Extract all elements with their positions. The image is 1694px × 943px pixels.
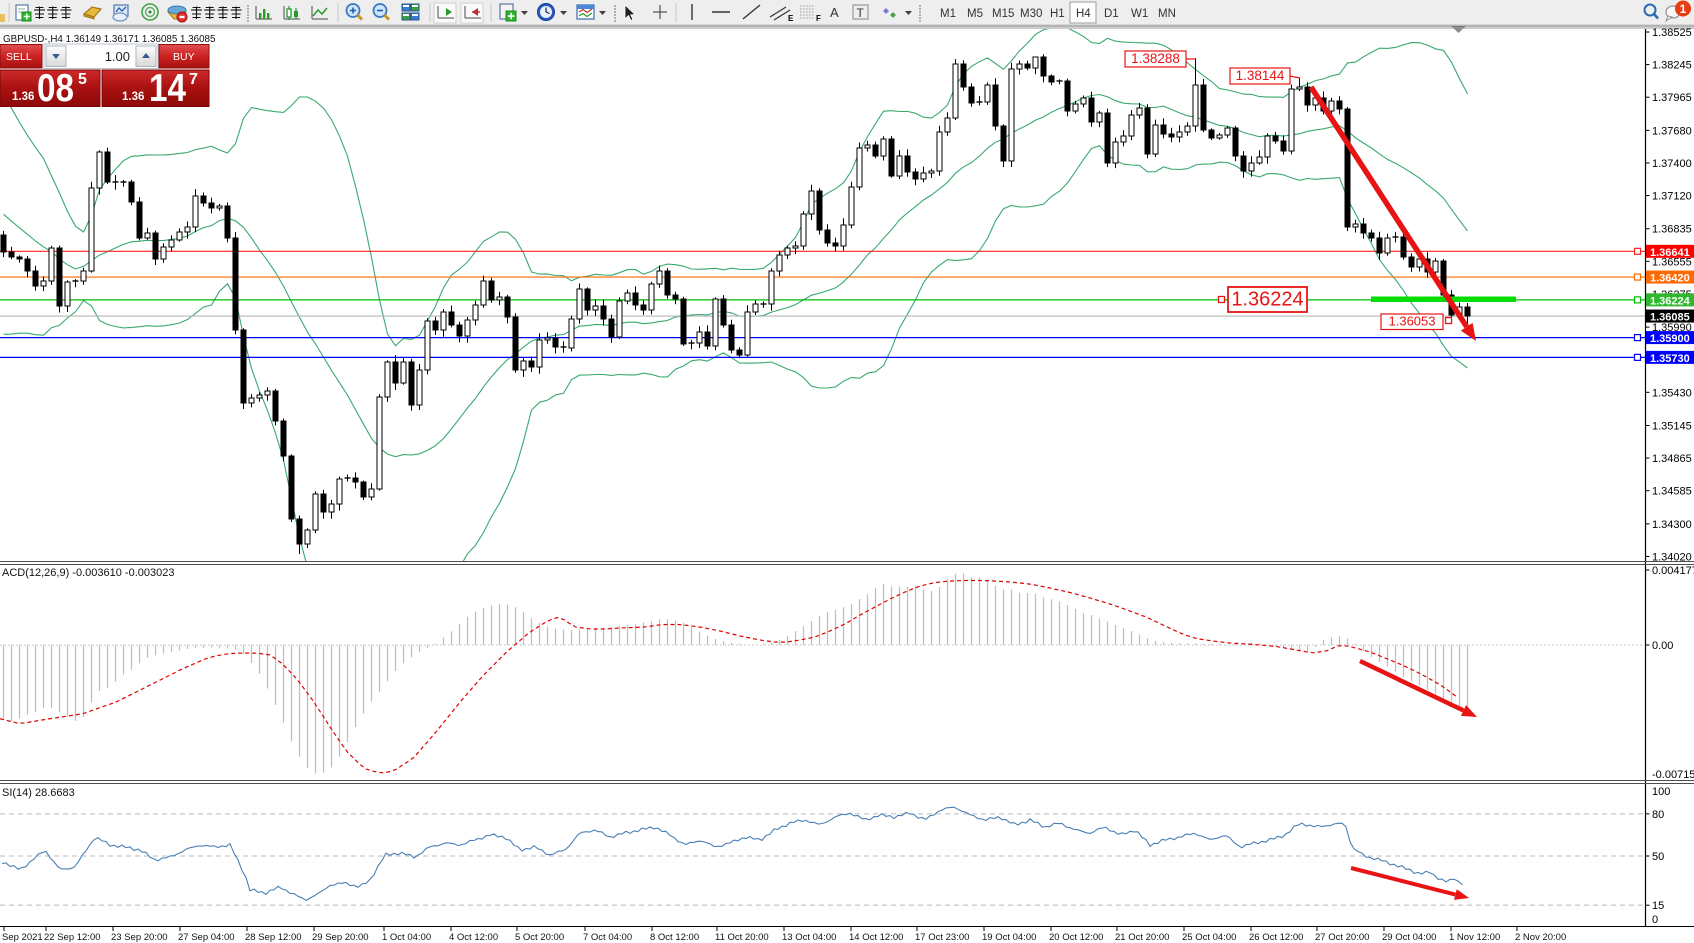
svg-text:SELL: SELL bbox=[6, 51, 32, 63]
svg-text:0.004177: 0.004177 bbox=[1652, 565, 1694, 577]
svg-text:5 Oct 20:00: 5 Oct 20:00 bbox=[515, 932, 564, 943]
svg-text:1.36224: 1.36224 bbox=[1231, 289, 1303, 311]
svg-text:14: 14 bbox=[149, 67, 186, 110]
svg-text:F: F bbox=[816, 14, 821, 23]
svg-text:20 Oct 12:00: 20 Oct 12:00 bbox=[1049, 932, 1103, 943]
svg-text:1.37400: 1.37400 bbox=[1652, 158, 1692, 170]
svg-text:21 Oct 20:00: 21 Oct 20:00 bbox=[1115, 932, 1169, 943]
svg-text:W1: W1 bbox=[1131, 8, 1148, 20]
svg-text:13 Oct 04:00: 13 Oct 04:00 bbox=[782, 932, 836, 943]
svg-text:2 Nov 20:00: 2 Nov 20:00 bbox=[1515, 932, 1566, 943]
svg-text:M15: M15 bbox=[992, 8, 1014, 20]
svg-text:1.35145: 1.35145 bbox=[1652, 420, 1692, 432]
svg-text:E: E bbox=[788, 14, 794, 23]
svg-text:0.00: 0.00 bbox=[1652, 640, 1673, 652]
svg-text:1.38525: 1.38525 bbox=[1652, 27, 1692, 39]
svg-text:5: 5 bbox=[78, 71, 87, 88]
svg-text:SI(14) 28.6683: SI(14) 28.6683 bbox=[2, 787, 75, 799]
svg-text:1.34585: 1.34585 bbox=[1652, 486, 1692, 498]
svg-text:1.35900: 1.35900 bbox=[1650, 333, 1690, 345]
svg-text:A: A bbox=[830, 5, 839, 20]
svg-text:1.37965: 1.37965 bbox=[1652, 92, 1692, 104]
svg-text:1.35730: 1.35730 bbox=[1650, 353, 1690, 365]
svg-text:08: 08 bbox=[37, 67, 74, 110]
svg-text:MN: MN bbox=[1158, 8, 1176, 20]
svg-text:80: 80 bbox=[1652, 809, 1664, 821]
svg-text:1.37680: 1.37680 bbox=[1652, 125, 1692, 137]
svg-text:ACD(12,26,9) -0.003610 -0.0030: ACD(12,26,9) -0.003610 -0.003023 bbox=[2, 567, 174, 579]
svg-text:7: 7 bbox=[189, 71, 198, 88]
svg-text:-0.007153: -0.007153 bbox=[1652, 769, 1694, 781]
svg-text:1.36: 1.36 bbox=[12, 91, 34, 103]
svg-text:M1: M1 bbox=[940, 8, 956, 20]
svg-text:1.34865: 1.34865 bbox=[1652, 453, 1692, 465]
svg-text:BUY: BUY bbox=[173, 51, 195, 63]
svg-text:7 Oct 04:00: 7 Oct 04:00 bbox=[583, 932, 632, 943]
svg-text:4 Oct 12:00: 4 Oct 12:00 bbox=[449, 932, 498, 943]
svg-text:1.36053: 1.36053 bbox=[1389, 313, 1436, 328]
svg-text:1.36085: 1.36085 bbox=[1650, 312, 1690, 324]
svg-text:1.36641: 1.36641 bbox=[1650, 247, 1690, 259]
svg-text:50: 50 bbox=[1652, 851, 1664, 863]
svg-text:27 Sep 04:00: 27 Sep 04:00 bbox=[178, 932, 235, 943]
svg-text:1.34020: 1.34020 bbox=[1652, 551, 1692, 563]
svg-text:26 Oct 12:00: 26 Oct 12:00 bbox=[1249, 932, 1303, 943]
svg-text:1.36835: 1.36835 bbox=[1652, 224, 1692, 236]
svg-text:1.36555: 1.36555 bbox=[1652, 256, 1692, 268]
svg-text:28 Sep 12:00: 28 Sep 12:00 bbox=[245, 932, 302, 943]
svg-text:H4: H4 bbox=[1076, 8, 1091, 20]
svg-text:11 Oct 20:00: 11 Oct 20:00 bbox=[715, 932, 769, 943]
svg-text:8 Oct 12:00: 8 Oct 12:00 bbox=[650, 932, 699, 943]
svg-text:1 Oct 04:00: 1 Oct 04:00 bbox=[382, 932, 431, 943]
svg-text:1.35430: 1.35430 bbox=[1652, 387, 1692, 399]
svg-text:29 Oct 04:00: 29 Oct 04:00 bbox=[1382, 932, 1436, 943]
svg-text:29 Sep 20:00: 29 Sep 20:00 bbox=[312, 932, 369, 943]
svg-text:Sep 2021: Sep 2021 bbox=[2, 932, 43, 943]
svg-text:100: 100 bbox=[1652, 786, 1670, 798]
svg-text:D1: D1 bbox=[1104, 8, 1119, 20]
svg-text:22 Sep 12:00: 22 Sep 12:00 bbox=[44, 932, 101, 943]
svg-text:17 Oct 23:00: 17 Oct 23:00 bbox=[915, 932, 969, 943]
svg-text:1.36420: 1.36420 bbox=[1650, 273, 1690, 285]
svg-text:23 Sep 20:00: 23 Sep 20:00 bbox=[111, 932, 168, 943]
svg-text:1: 1 bbox=[1680, 2, 1687, 16]
svg-text:19 Oct 04:00: 19 Oct 04:00 bbox=[982, 932, 1036, 943]
svg-text:1.38288: 1.38288 bbox=[1131, 51, 1180, 66]
svg-text:1.36: 1.36 bbox=[122, 91, 144, 103]
svg-text:1 Nov 12:00: 1 Nov 12:00 bbox=[1449, 932, 1500, 943]
svg-text:25 Oct 04:00: 25 Oct 04:00 bbox=[1182, 932, 1236, 943]
svg-text:1.36224: 1.36224 bbox=[1650, 295, 1691, 307]
svg-text:14 Oct 12:00: 14 Oct 12:00 bbox=[849, 932, 903, 943]
svg-text:27 Oct 20:00: 27 Oct 20:00 bbox=[1315, 932, 1369, 943]
svg-text:0: 0 bbox=[1652, 914, 1658, 926]
svg-text:T: T bbox=[857, 6, 865, 20]
svg-text:1.38245: 1.38245 bbox=[1652, 60, 1692, 72]
svg-text:1.00: 1.00 bbox=[105, 49, 130, 64]
svg-text:1.37120: 1.37120 bbox=[1652, 191, 1692, 203]
svg-text:1.34300: 1.34300 bbox=[1652, 519, 1692, 531]
svg-text:H1: H1 bbox=[1050, 8, 1065, 20]
svg-text:15: 15 bbox=[1652, 900, 1664, 912]
svg-text:1.38144: 1.38144 bbox=[1236, 68, 1285, 83]
svg-text:M5: M5 bbox=[967, 8, 983, 20]
svg-text:M30: M30 bbox=[1020, 8, 1042, 20]
svg-text:GBPUSD-,H4 1.36149 1.36171 1.: GBPUSD-,H4 1.36149 1.36171 1.36085 1.360… bbox=[3, 34, 216, 45]
